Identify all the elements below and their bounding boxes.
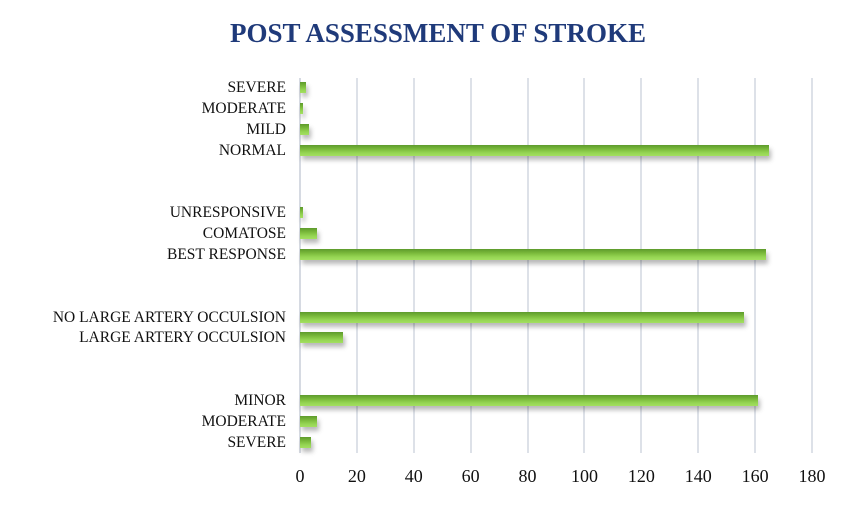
category-label: SEVERE bbox=[227, 79, 286, 97]
gridline bbox=[526, 78, 529, 453]
category-label: NORMAL bbox=[218, 141, 286, 159]
bar bbox=[300, 394, 758, 406]
category-label: COMATOSE bbox=[202, 225, 286, 243]
x-tick-label: 0 bbox=[295, 466, 305, 486]
gridline bbox=[811, 78, 813, 453]
bar bbox=[300, 332, 343, 344]
category-label: UNRESPONSIVE bbox=[169, 204, 286, 222]
x-tick-label: 60 bbox=[461, 466, 480, 486]
category-label: BEST RESPONSE bbox=[166, 246, 286, 264]
bar bbox=[300, 436, 312, 448]
gridline bbox=[640, 78, 643, 453]
bar bbox=[300, 311, 744, 323]
category-label: NO LARGE ARTERY OCCULSION bbox=[52, 308, 286, 326]
category-label: MODERATE bbox=[201, 412, 286, 430]
x-tick-label: 120 bbox=[627, 466, 655, 486]
bar bbox=[300, 228, 318, 240]
x-tick-label: 160 bbox=[741, 466, 769, 486]
x-tick-label: 100 bbox=[570, 466, 598, 486]
gridline bbox=[412, 78, 415, 453]
gridline bbox=[469, 78, 472, 453]
category-label: MINOR bbox=[234, 391, 286, 409]
bar bbox=[300, 207, 303, 219]
bar bbox=[300, 144, 770, 156]
category-label: LARGE ARTERY OCCULSION bbox=[79, 329, 286, 347]
bar bbox=[300, 82, 306, 94]
bar bbox=[300, 415, 318, 427]
category-label: SEVERE bbox=[227, 433, 286, 451]
x-tick-label: 140 bbox=[684, 466, 712, 486]
bar bbox=[300, 103, 303, 115]
plot-area bbox=[299, 78, 840, 453]
gridline bbox=[355, 78, 358, 453]
category-label: MODERATE bbox=[201, 100, 286, 118]
x-tick-label: 180 bbox=[798, 466, 826, 486]
bar bbox=[300, 249, 767, 261]
gridline bbox=[697, 78, 700, 453]
chart-title: POST ASSESSMENT OF STROKE bbox=[230, 18, 646, 48]
gridline bbox=[754, 78, 757, 453]
category-axis-line bbox=[299, 78, 301, 453]
bar bbox=[300, 124, 309, 136]
gridline bbox=[583, 78, 586, 453]
x-tick-label: 40 bbox=[404, 466, 423, 486]
category-label: MILD bbox=[246, 121, 286, 139]
x-tick-label: 80 bbox=[518, 466, 537, 486]
x-tick-label: 20 bbox=[347, 466, 366, 486]
